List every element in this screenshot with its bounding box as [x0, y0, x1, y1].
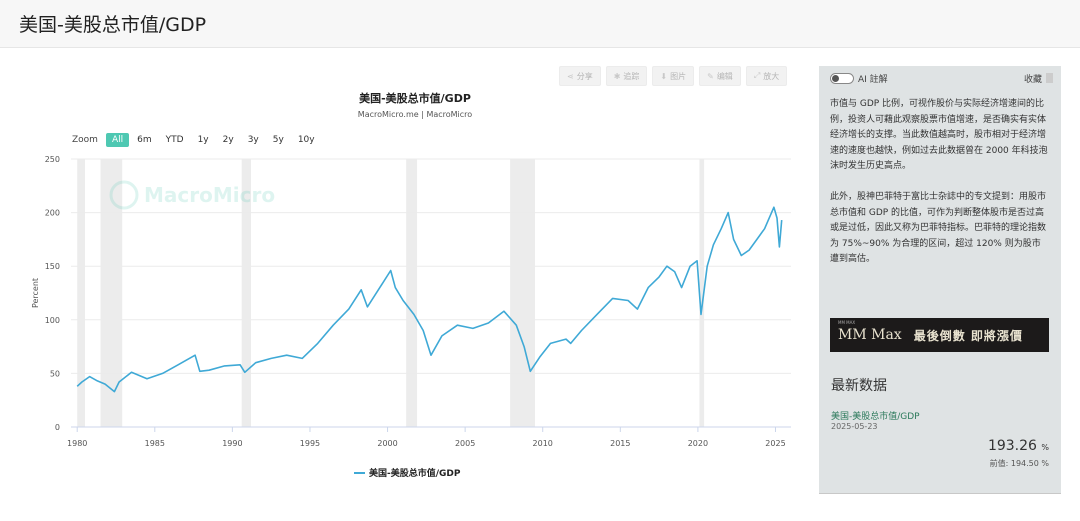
header-bar: 美国-美股总市值/GDP — [0, 0, 1080, 48]
chart-subtitle: MacroMicro.me | MacroMicro — [357, 110, 473, 119]
gear-icon: ✱ — [613, 71, 621, 81]
recession-band — [406, 159, 418, 427]
x-tick-label: 1980 — [67, 439, 87, 448]
subscribe-label: 追踪 — [623, 71, 640, 81]
chart-description: 市值与 GDP 比例，可视作股价与实际经济增速间的比例，投资人可藉此观察股票市值… — [830, 99, 1048, 264]
y-tick-label: 200 — [45, 209, 60, 218]
y-axis-label: Percent — [31, 278, 40, 308]
recession-band — [100, 159, 123, 427]
promo-text: 最後倒數 即將漲價 — [913, 328, 1023, 343]
watermark-text: MacroMicro — [144, 183, 275, 207]
x-tick-label: 1990 — [222, 439, 242, 448]
subscribe-button[interactable]: ✱ 追踪 — [605, 66, 648, 86]
promo-banner[interactable]: MM MAX MM Max 最後倒數 即將漲價 — [830, 318, 1049, 352]
download-label: 图片 — [670, 71, 687, 81]
latest-value-unit: % — [1041, 443, 1049, 452]
latest-date: 2025-05-23 — [831, 422, 878, 431]
zoom-10y-button[interactable]: 10y — [297, 135, 315, 145]
edit-button[interactable]: ✎ 编辑 — [699, 66, 741, 86]
fullscreen-button[interactable]: ⤢ 放大 — [745, 66, 788, 86]
zoom-bar: Zoom All 6m YTD 1y 2y 3y 5y 10y — [72, 133, 321, 147]
favorite-button[interactable]: 收藏 — [1023, 75, 1042, 85]
y-tick-label: 150 — [45, 262, 60, 271]
x-tick-label: 1995 — [300, 439, 320, 448]
y-tick-label: 50 — [50, 369, 60, 378]
latest-value-number: 193.26 — [987, 438, 1037, 454]
zoom-ytd-button[interactable]: YTD — [165, 135, 184, 145]
zoom-2y-button[interactable]: 2y — [222, 135, 234, 145]
x-tick-label: 2015 — [610, 439, 630, 448]
x-tick-label: 2000 — [377, 439, 397, 448]
pencil-icon: ✎ — [707, 71, 714, 81]
legend-swatch — [354, 471, 365, 474]
chart-legend[interactable]: 美国-美股总市值/GDP — [354, 466, 460, 479]
y-tick-label: 100 — [45, 316, 60, 325]
download-button[interactable]: ⬇ 图片 — [652, 66, 695, 86]
share-icon: ⋖ — [567, 71, 574, 81]
x-tick-label: 2010 — [533, 439, 553, 448]
series-line — [76, 206, 783, 393]
share-label: 分享 — [576, 71, 593, 81]
legend-label: 美国-美股总市值/GDP — [369, 469, 461, 479]
zoom-all-button[interactable]: All — [105, 133, 130, 147]
download-icon: ⬇ — [660, 71, 668, 81]
recession-band — [699, 159, 705, 427]
watermark: MacroMicro — [109, 180, 275, 210]
x-tick-label: 2020 — [688, 439, 708, 448]
recession-band — [77, 159, 85, 427]
latest-series-link[interactable]: 美国-美股总市值/GDP — [831, 412, 920, 422]
latest-value: 193.26 % — [988, 438, 1049, 454]
toggle-knob — [832, 75, 839, 82]
sidebar-divider — [819, 493, 1061, 494]
fullscreen-label: 放大 — [763, 71, 780, 81]
line-chart[interactable]: 0 50 100 150 200 250 1980 1985 1990 1995 2000 2005 2… — [0, 150, 810, 460]
y-tick-label: 250 — [45, 155, 60, 164]
zoom-6m-button[interactable]: 6m — [137, 135, 152, 145]
edit-label: 编辑 — [716, 71, 733, 81]
y-tick-label: 0 — [55, 423, 60, 432]
previous-value: 前值: 194.50 % — [989, 459, 1049, 468]
promo-brand: MM Max — [838, 327, 902, 343]
sidebar-header: AI 註解 收藏 — [830, 72, 1053, 86]
info-sidebar: AI 註解 收藏 市值与 GDP 比例，可视作股价与实际经济增速间的比例，投资人… — [819, 66, 1061, 494]
zoom-1y-button[interactable]: 1y — [197, 135, 209, 145]
page-title: 美国-美股总市值/GDP — [19, 14, 207, 36]
zoom-3y-button[interactable]: 3y — [247, 135, 259, 145]
expand-icon: ⤢ — [753, 71, 761, 80]
share-button[interactable]: ⋖ 分享 — [559, 66, 601, 86]
promo-tag: MM MAX — [838, 320, 856, 325]
zoom-label: Zoom — [72, 135, 98, 145]
chart-toolbar: ⋖ 分享 ✱ 追踪 ⬇ 图片 ✎ 编辑 ⤢ 放大 — [559, 66, 788, 86]
ai-toggle[interactable] — [830, 73, 854, 84]
zoom-5y-button[interactable]: 5y — [272, 135, 284, 145]
bookmark-icon[interactable] — [1046, 73, 1053, 83]
chart-title: 美国-美股总市值/GDP — [359, 92, 471, 105]
watermark-logo-icon — [109, 180, 139, 210]
ai-label: AI 註解 — [858, 75, 888, 85]
recession-band — [241, 159, 251, 427]
latest-data-title: 最新数据 — [831, 378, 887, 394]
recession-band — [510, 159, 535, 427]
x-tick-label: 2005 — [455, 439, 475, 448]
x-tick-label: 1985 — [145, 439, 165, 448]
x-tick-label: 2025 — [765, 439, 785, 448]
